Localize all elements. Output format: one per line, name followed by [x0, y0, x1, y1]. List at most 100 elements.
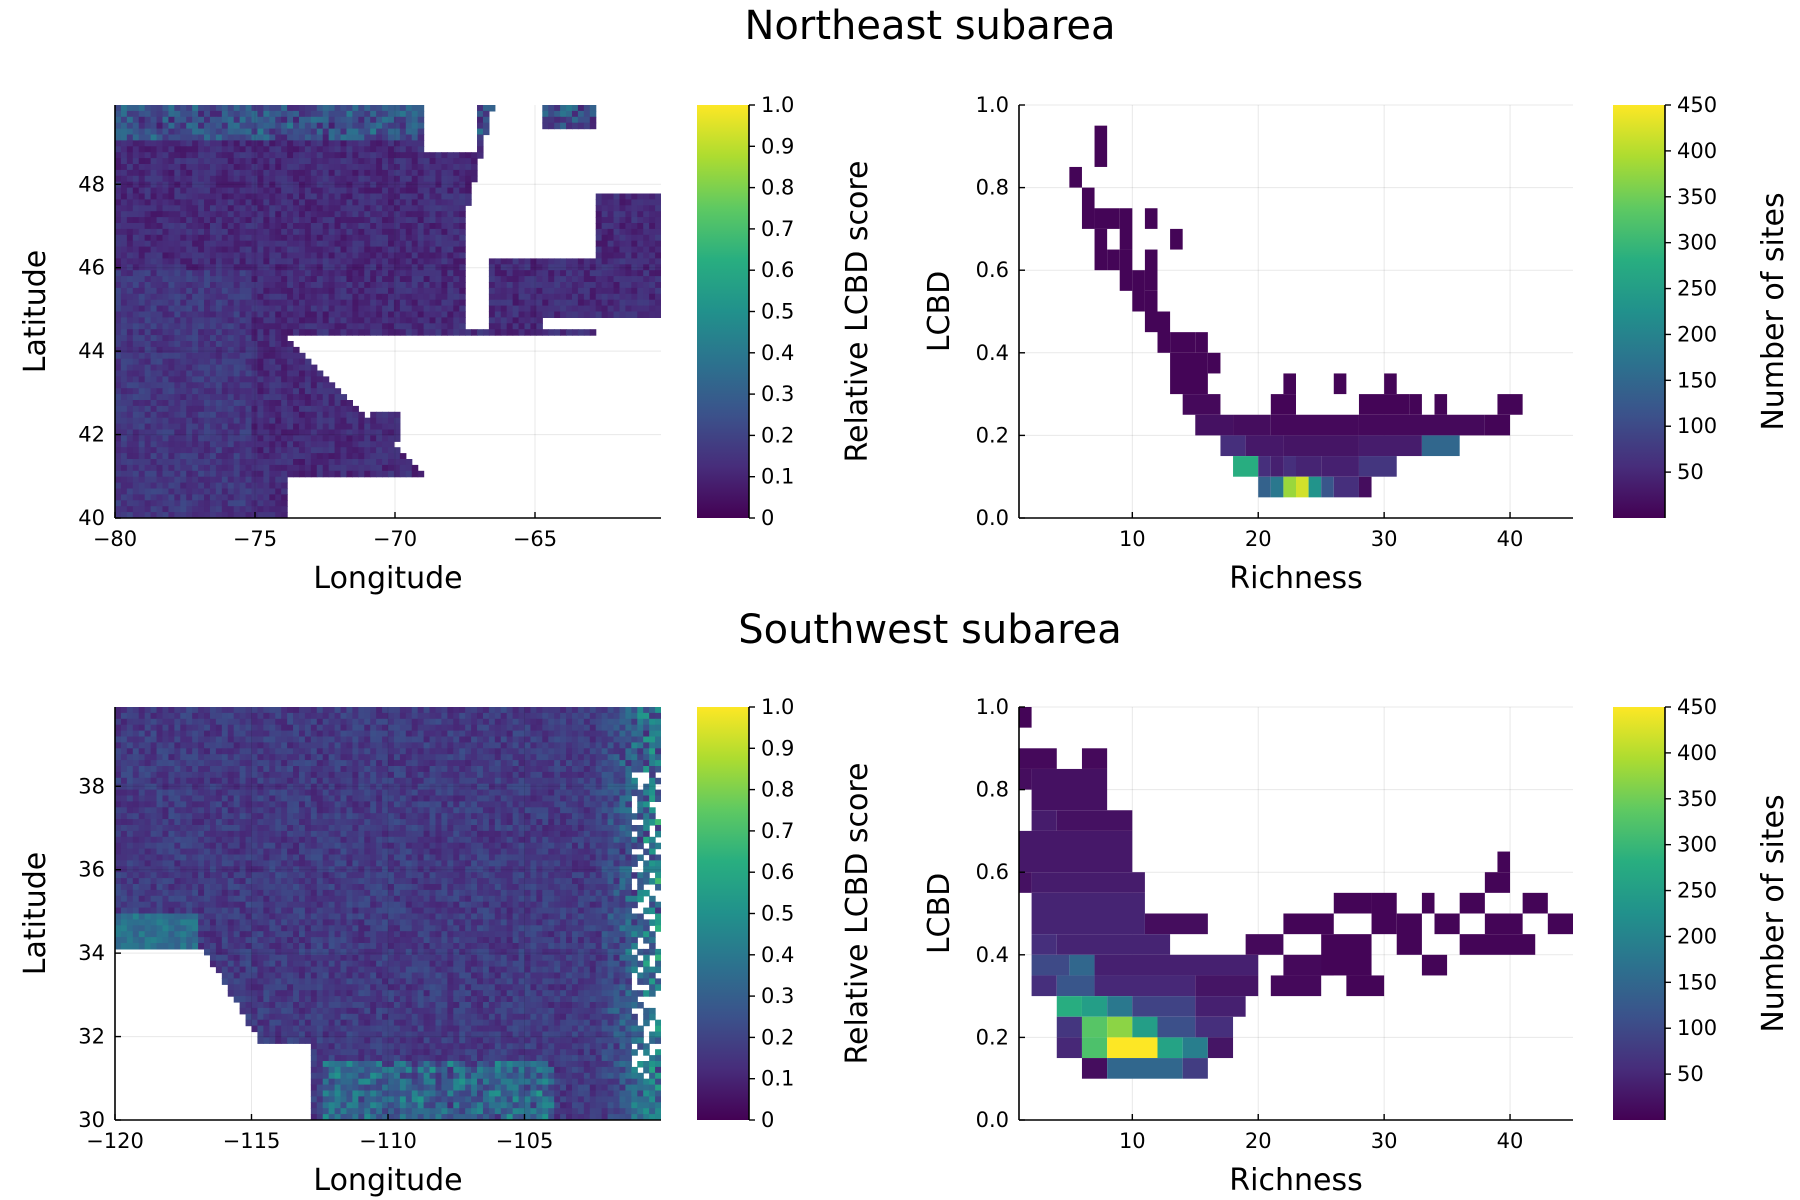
ne-map-cell: [310, 464, 318, 472]
ne-map-cell: [500, 311, 508, 318]
ne-map-cell: [281, 122, 288, 130]
ne-map-cell: [180, 169, 187, 177]
ne-map-cell: [536, 305, 543, 313]
ne-map-cell: [180, 370, 187, 377]
ne-map-cell: [168, 246, 175, 254]
sw-map-cell: [198, 754, 205, 761]
ne-map-cell: [524, 329, 532, 336]
ne-map-cell: [204, 411, 211, 419]
ne-map-cell: [138, 482, 146, 490]
ne-map-cell: [619, 228, 626, 236]
ne-map-cell: [649, 252, 656, 259]
sw-map-cell: [471, 712, 478, 720]
ne-map-cell: [180, 429, 187, 436]
ne-map-cell: [115, 211, 122, 218]
ne-map-cell: [162, 181, 170, 189]
ne-map-cell: [233, 341, 241, 348]
sw-map-cell: [281, 760, 288, 767]
ne-map-cell: [198, 329, 205, 336]
ne-map-cell: [643, 287, 650, 295]
ne-map-cell: [138, 164, 146, 171]
ne-map-cell: [340, 470, 348, 478]
ne-map-cell: [530, 299, 537, 307]
ne-map-cell: [162, 105, 170, 112]
ne-map-cell: [251, 476, 259, 484]
ne-map-cell: [132, 459, 140, 466]
ne-map-cell: [287, 211, 294, 218]
ne-map-cell: [488, 329, 496, 336]
ne-map-cell: [245, 311, 253, 318]
sw-map-cell: [625, 730, 632, 738]
sw-map-cell: [275, 760, 282, 767]
sw-map-cell: [542, 724, 549, 732]
ne-map-cell: [441, 258, 448, 265]
ne-map-cell: [304, 116, 312, 124]
ne-map-cell: [251, 205, 259, 212]
ne-map-cell: [215, 429, 223, 436]
sw-map-cell: [441, 736, 448, 743]
ne-map-cell: [233, 335, 241, 342]
ne-map-cell: [601, 258, 609, 265]
ne-map-cell: [346, 276, 353, 283]
ne-map-cell: [138, 335, 146, 342]
ne-map-cell: [251, 335, 259, 342]
ne-map-cell: [566, 258, 573, 265]
ne-map-cell: [595, 305, 603, 313]
ne-map-cell: [233, 411, 241, 419]
ne-map-cell: [215, 464, 223, 472]
sw-map-cell: [126, 718, 134, 726]
ne-map-cell: [589, 258, 597, 265]
ne-map-cell: [304, 282, 312, 289]
sw-map-cell: [459, 718, 466, 726]
sw-map-cell: [144, 748, 152, 755]
sw-map-cell: [589, 724, 597, 732]
ne-map-cell: [156, 388, 164, 395]
ne-map-cell: [168, 494, 175, 501]
ne-map-cell: [393, 223, 401, 230]
ne-map-cell: [429, 252, 437, 259]
ne-map-cell: [340, 205, 348, 212]
ne-map-cell: [120, 146, 128, 153]
ne-map-cell: [293, 116, 300, 124]
ne-map-cell: [388, 122, 395, 130]
ne-map-cell: [293, 152, 300, 159]
ne-map-cell: [571, 105, 579, 112]
ne-map-cell: [298, 464, 306, 472]
ne-map-cell: [316, 146, 324, 153]
ne-map-cell: [304, 175, 312, 183]
ne-map-cell: [174, 122, 181, 130]
ne-map-cell: [245, 140, 253, 147]
ne-map-cell: [150, 382, 158, 389]
sw-map-cell: [393, 742, 401, 749]
ne-map-cell: [453, 228, 460, 236]
ne-map-cell: [358, 429, 365, 436]
ne-map-cell: [209, 234, 217, 242]
ne-map-cell: [115, 358, 122, 366]
ne-map-cell: [589, 116, 597, 124]
ne-map-cell: [126, 388, 134, 395]
sw-map-cell: [346, 730, 353, 738]
ne-map-cell: [429, 264, 437, 271]
ne-map-cell: [269, 211, 276, 218]
ne-map-cell: [138, 223, 146, 230]
sw-map-cell: [405, 707, 413, 714]
ne-map-cell: [204, 105, 211, 112]
ne-map-cell: [174, 405, 181, 413]
ne-map-cell: [601, 211, 609, 218]
ne-map-cell: [281, 364, 288, 372]
ne-map-cell: [429, 164, 437, 171]
ne-map-cell: [393, 128, 401, 136]
ne-map-cell: [649, 228, 656, 236]
ne-map-cell: [281, 287, 288, 295]
ne-map-cell: [316, 140, 324, 147]
sw-map-cell: [631, 748, 638, 755]
ne-map-cell: [186, 364, 193, 372]
ne-map-cell: [239, 329, 247, 336]
ne-map-cell: [447, 305, 454, 313]
ne-map-cell: [423, 217, 431, 224]
ne-map-cell: [221, 464, 229, 472]
ne-map-cell: [352, 205, 359, 212]
ne-map-cell: [257, 341, 264, 348]
ne-map-cell: [340, 329, 348, 336]
ne-hist-bin: [1258, 456, 1271, 477]
